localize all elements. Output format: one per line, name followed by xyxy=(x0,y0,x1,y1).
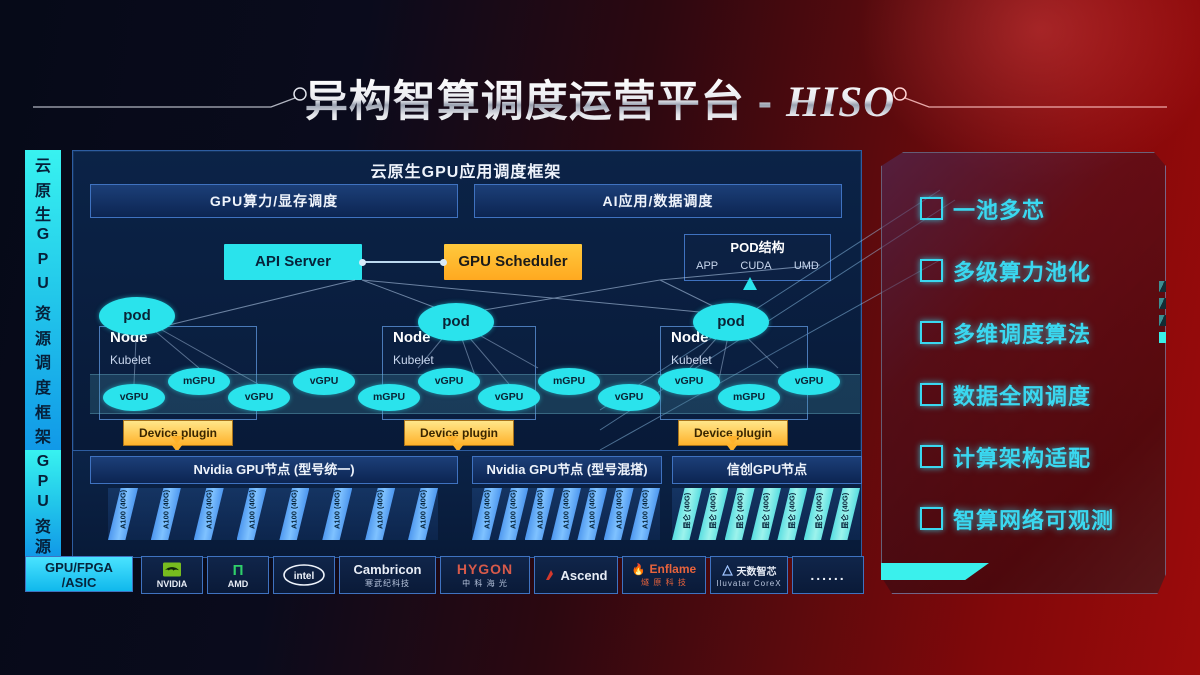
svg-text:intel: intel xyxy=(294,571,315,582)
